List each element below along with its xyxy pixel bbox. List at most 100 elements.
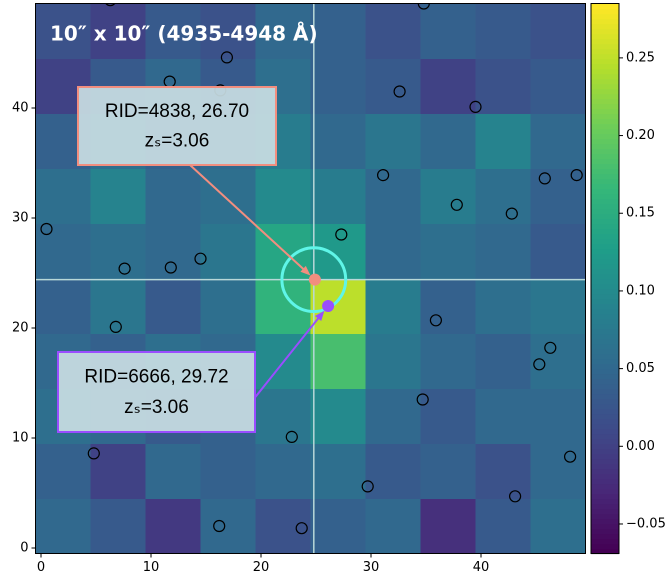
source-marker [505, 207, 518, 220]
heatmap-cell [420, 113, 476, 169]
heatmap-cell [310, 168, 366, 224]
colorbar-step [591, 193, 619, 200]
source-marker [194, 252, 207, 265]
colorbar-step [591, 508, 619, 515]
source-marker [416, 393, 429, 406]
y-tick-label: 10 [12, 431, 29, 446]
colorbar-step [591, 408, 619, 415]
heatmap-cell [420, 3, 476, 59]
source-marker [164, 261, 177, 274]
colorbar-step [591, 288, 619, 295]
colorbar-step [591, 8, 619, 15]
source-marker [220, 51, 233, 64]
colorbar-step [591, 48, 619, 55]
colorbar-step [591, 483, 619, 490]
colorbar-step [591, 263, 619, 270]
heatmap-cell [310, 498, 366, 554]
heatmap-cell [475, 333, 531, 389]
colorbar-step [591, 203, 619, 210]
colorbar-step [591, 333, 619, 340]
colorbar-step [591, 168, 619, 175]
colorbar-step [591, 368, 619, 375]
colorbar-tick-label: 0.20 [626, 128, 655, 143]
heatmap-cell [35, 223, 91, 279]
colorbar-step [591, 273, 619, 280]
x-tick-label: 20 [253, 560, 270, 575]
source-marker [393, 85, 406, 98]
colorbar-step [591, 468, 619, 475]
colorbar-step [591, 278, 619, 285]
colorbar-step [591, 428, 619, 435]
colorbar-step [591, 318, 619, 325]
heatmap-cell [200, 223, 256, 279]
heatmap-cell [475, 113, 531, 169]
colorbar-step [591, 488, 619, 495]
heatmap-cell [310, 333, 366, 389]
colorbar-step [591, 228, 619, 235]
heatmap-cell [420, 168, 476, 224]
colorbar-step [591, 418, 619, 425]
colorbar-step [591, 358, 619, 365]
colorbar-step [591, 73, 619, 80]
heatmap-cell [420, 443, 476, 499]
heatmap-cell [420, 388, 476, 444]
heatmap-cell [35, 278, 91, 334]
colorbar-step [591, 13, 619, 20]
colorbar-step [591, 133, 619, 140]
source-marker [109, 320, 122, 333]
colorbar-step [591, 383, 619, 390]
colorbar-step [591, 513, 619, 520]
colorbar-step [591, 178, 619, 185]
source-marker [213, 519, 226, 533]
heatmap-cell [90, 498, 146, 554]
source-marker [118, 262, 131, 275]
colorbar-step [591, 338, 619, 345]
x-tick-label: 30 [363, 560, 380, 575]
colorbar-step [591, 493, 619, 500]
heatmap-cell [35, 3, 91, 59]
colorbar-step [591, 498, 619, 505]
heatmap-cell [530, 113, 586, 169]
heatmap-cell [475, 168, 531, 224]
colorbar-frame [590, 3, 620, 554]
heatmap-cell [200, 278, 256, 334]
heatmap-cell [90, 168, 146, 224]
annotation-text: RID=4838, 26.70 [105, 101, 249, 122]
x-tick-label: 40 [473, 560, 490, 575]
heatmap-cell [35, 168, 91, 224]
colorbar-step [591, 33, 619, 40]
colorbar-step [591, 18, 619, 25]
colorbar-step [591, 443, 619, 450]
plot-area [35, 3, 586, 554]
colorbar-step [591, 313, 619, 320]
colorbar-step [591, 258, 619, 265]
colorbar-step [591, 3, 619, 10]
colorbar-step [591, 523, 619, 530]
heatmap-cell [200, 3, 256, 59]
heatmap-cell [145, 278, 201, 334]
source-marker [417, 3, 430, 10]
heatmap-cell [255, 443, 311, 499]
source-marker [87, 447, 100, 460]
heatmap-cell [530, 223, 586, 279]
heatmap-cell [145, 443, 201, 499]
colorbar-step [591, 293, 619, 300]
heatmap-cell [90, 3, 146, 59]
heatmap-cell [310, 58, 366, 114]
colorbar-step [591, 143, 619, 150]
colorbar-step [591, 478, 619, 485]
heatmap-cell [365, 223, 421, 279]
colorbar-step [591, 88, 619, 95]
plot-frame [35, 3, 586, 554]
colorbar-step [591, 23, 619, 30]
source-marker [295, 522, 308, 535]
x-tick-label: 0 [37, 560, 45, 575]
colorbar-step [591, 128, 619, 135]
colorbar-step [591, 343, 619, 350]
colorbar-step [591, 248, 619, 255]
heatmap-cell [200, 498, 256, 554]
colorbar-step [591, 458, 619, 465]
source-marker [533, 358, 546, 371]
arrow-head [314, 310, 325, 321]
